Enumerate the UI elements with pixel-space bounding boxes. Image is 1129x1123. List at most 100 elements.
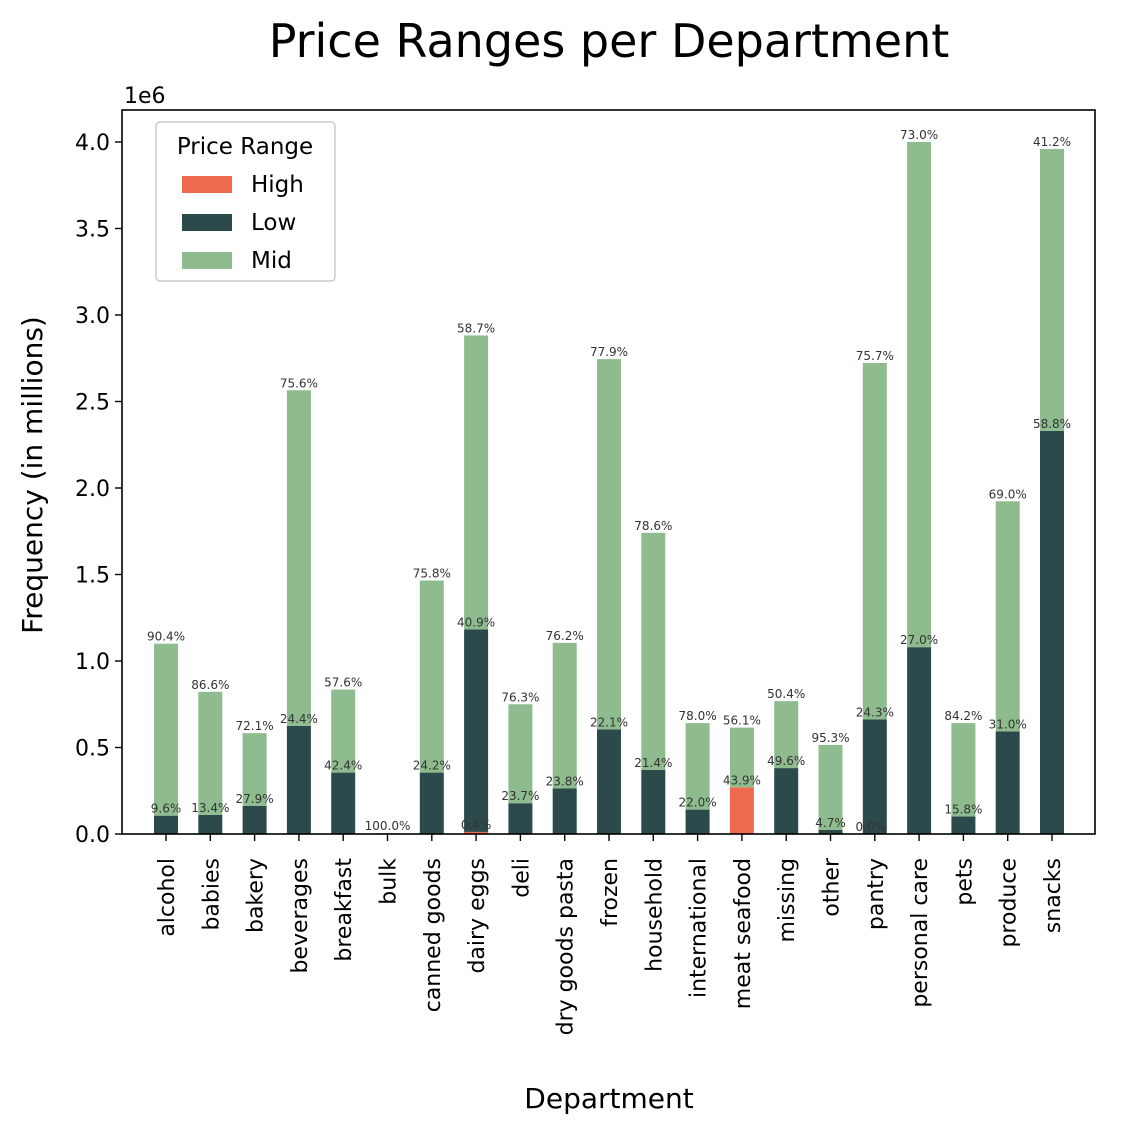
bar-mid-deli <box>508 704 533 804</box>
bar-low-frozen <box>597 729 621 834</box>
x-axis-title: Department <box>524 1082 693 1115</box>
data-label: 69.0% <box>989 487 1027 501</box>
bar-low-pantry <box>862 719 887 834</box>
y-tick-label: 0.5 <box>75 737 110 762</box>
data-label: 13.4% <box>191 801 229 815</box>
legend-swatch-mid <box>182 252 232 269</box>
data-label: 15.8% <box>944 803 982 817</box>
bar-mid-household <box>641 532 666 770</box>
data-label: 77.9% <box>590 345 628 359</box>
x-tick-label: bulk <box>377 858 402 905</box>
data-label: 4.7% <box>815 816 846 830</box>
bar-mid-babies <box>198 691 223 815</box>
legend-box <box>155 121 336 282</box>
bar-mid-beverages <box>286 390 311 726</box>
y-tick-label: 4.0 <box>75 131 110 156</box>
bar-mid-snacks <box>1040 148 1064 431</box>
bar-mid-dry-goods-pasta <box>552 642 577 789</box>
bar-mid-meat-seafood <box>729 727 754 788</box>
data-label: 49.6% <box>767 754 805 768</box>
bars-layer <box>154 142 1064 834</box>
legend-title: Price Range <box>177 134 313 160</box>
x-tick-label: missing <box>775 858 800 943</box>
x-tick-label: pets <box>952 858 977 906</box>
data-label: 75.6% <box>280 376 318 390</box>
data-label: 75.7% <box>856 349 894 363</box>
x-tick-label: bakery <box>244 858 269 933</box>
data-label: 50.4% <box>767 687 805 701</box>
bar-low-bakery <box>242 805 267 834</box>
x-tick-label: meat seafood <box>731 858 756 1009</box>
x-tick-label: dairy eggs <box>465 858 490 974</box>
bar-mid-dairy-eggs <box>464 335 489 630</box>
bar-mid-international <box>685 723 710 810</box>
bar-mid-missing <box>774 701 799 769</box>
x-tick-label: babies <box>199 858 224 931</box>
bar-mid-personal-care <box>907 142 932 648</box>
data-label: 73.0% <box>900 128 938 142</box>
bar-low-breakfast <box>331 772 356 834</box>
bar-low-dairy-eggs <box>464 629 489 832</box>
data-label: 95.3% <box>811 731 849 745</box>
data-label: 72.1% <box>236 719 274 733</box>
bar-mid-alcohol <box>154 643 178 816</box>
data-label: 23.8% <box>546 775 584 789</box>
data-label: 84.2% <box>944 709 982 723</box>
bar-low-snacks <box>1040 430 1064 834</box>
data-label: 56.1% <box>723 714 761 728</box>
y-tick-label: 2.5 <box>75 391 110 416</box>
data-label: 31.0% <box>989 717 1027 731</box>
data-label: 21.4% <box>634 756 672 770</box>
y-tick-label: 2.0 <box>75 477 110 502</box>
x-tick-label: deli <box>509 858 534 898</box>
bar-high-meat-seafood <box>729 787 754 834</box>
x-tick-label: breakfast <box>332 858 357 962</box>
bar-high-dairy-eggs <box>464 831 489 834</box>
bar-mid-produce <box>995 501 1020 732</box>
y-tick-label: 3.5 <box>75 218 110 243</box>
bar-low-missing <box>774 768 799 834</box>
x-tick-label: canned goods <box>421 858 446 1012</box>
y-axis-offset-text: 1e6 <box>124 84 166 109</box>
y-axis-title: Frequency (in millions) <box>16 316 49 634</box>
x-tick-label: frozen <box>598 858 623 927</box>
bar-mid-frozen <box>597 359 621 730</box>
bar-low-babies <box>198 814 223 834</box>
x-tick-label: alcohol <box>155 858 180 937</box>
data-label: 22.1% <box>590 715 628 729</box>
data-label: 100.0% <box>365 819 411 833</box>
data-label: 0.4% <box>461 818 492 832</box>
x-tick-label: other <box>820 857 845 917</box>
data-label: 58.7% <box>457 321 495 335</box>
bar-low-household <box>641 769 666 834</box>
data-labels-layer: 9.6% 90.4% 13.4% 86.6% 27.9% 72.1% 24.4% 75.6% 4… <box>147 128 1071 834</box>
y-tick-label: 3.0 <box>75 304 110 329</box>
bar-low-beverages <box>286 725 311 834</box>
data-label: 27.9% <box>236 792 274 806</box>
data-label: 24.3% <box>856 705 894 719</box>
plot-frame <box>121 109 1096 835</box>
x-tick-label: household <box>642 858 667 972</box>
data-label: 78.0% <box>679 709 717 723</box>
bar-mid-canned-goods <box>419 580 444 773</box>
data-label: 86.6% <box>191 678 229 692</box>
bar-low-canned-goods <box>419 772 444 834</box>
bar-low-alcohol <box>154 815 178 834</box>
legend-label-low: Low <box>251 210 296 236</box>
legend: Price Range High Low Mid <box>155 121 336 282</box>
data-label: 22.0% <box>679 796 717 810</box>
x-tick-label: international <box>687 858 712 998</box>
bar-low-other <box>818 829 843 834</box>
legend-swatch-low <box>182 214 232 231</box>
data-label: 24.2% <box>413 759 451 773</box>
bar-mid-pets <box>951 723 976 817</box>
data-label: 43.9% <box>723 773 761 787</box>
y-axis: 0.0 0.5 1.0 1.5 2.0 2.5 3.0 3.5 4.0 <box>75 131 122 848</box>
x-tick-label: dry goods pasta <box>554 858 579 1035</box>
y-tick-label: 1.5 <box>75 564 110 589</box>
data-label: 9.6% <box>151 802 182 816</box>
bar-mid-breakfast <box>331 689 356 773</box>
data-label: 0.0% <box>856 820 887 834</box>
